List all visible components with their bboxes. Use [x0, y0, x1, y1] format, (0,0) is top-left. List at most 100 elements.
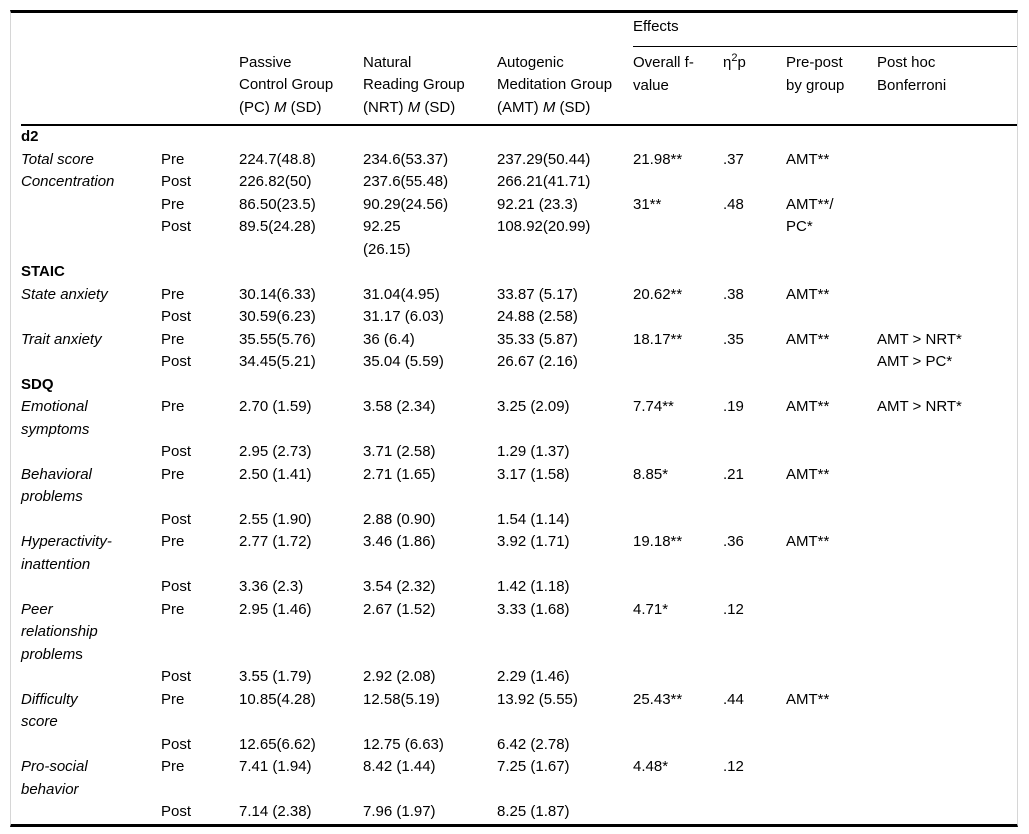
table-row: State anxiety Pre 30.14(6.33) 31.04(4.95) 33…: [21, 284, 1017, 307]
table-row: Post 7.14 (2.38) 7.96 (1.97) 8.25 (1.87): [21, 801, 1017, 824]
measure-label-cell: Difficulty score: [21, 689, 161, 734]
table-row: Post 3.36 (2.3) 3.54 (2.32) 1.42 (1.18): [21, 576, 1017, 599]
table-row: Post 2.95 (2.73) 3.71 (2.58) 1.29 (1.37): [21, 441, 1017, 464]
table-row: Trait anxiety Pre 35.55(5.76) 36 (6.4) 35.33…: [21, 329, 1017, 352]
eta-value-cell: [723, 734, 786, 757]
period-cell: Post: [161, 735, 192, 753]
measure-label-cell: Peer relationship problems: [21, 599, 161, 667]
amt-value-cell: 3.33 (1.68): [497, 600, 570, 618]
period-cell: Pre: [161, 330, 185, 348]
pc-value-cell: 2.50 (1.41): [239, 465, 312, 483]
eta-symbol: η: [723, 54, 732, 71]
nrt-header-abbr: (NRT): [363, 98, 404, 116]
amt-col-header: Autogenic Meditation Group (AMT) M (SD): [497, 46, 633, 126]
eta-value-cell: [723, 801, 786, 824]
period-cell: Post: [161, 173, 192, 190]
pc-value-cell: 7.41 (1.94): [239, 758, 312, 775]
fvalue-cell: [633, 216, 723, 261]
measure-label-cell: [21, 441, 161, 464]
amt-header-line2: Meditation Group: [497, 76, 613, 93]
fvalue-cell: 20.62**: [633, 285, 683, 303]
eta-value-cell: .21: [723, 465, 744, 483]
posthoc-value-cell: [877, 599, 1017, 667]
fvalue-cell: 18.17**: [633, 330, 683, 348]
measure-label: Behavioral problems: [21, 465, 92, 506]
prepost-value-cell: [786, 441, 877, 464]
prepost-value-cell: [786, 599, 877, 667]
amt-value-cell: 3.17 (1.58): [497, 465, 570, 483]
pc-value-cell: 86.50(23.5): [239, 195, 316, 213]
nrt-value-cell: 237.6(55.48): [363, 173, 449, 190]
eta-value-cell: .48: [723, 195, 744, 213]
pc-value-cell: 3.55 (1.79): [239, 668, 312, 685]
amt-value-cell: 13.92 (5.55): [497, 690, 578, 708]
measure-label-cell: Hyperactivity- inattention: [21, 531, 161, 576]
posthoc-value-cell: AMT > NRT*: [877, 398, 962, 415]
period-cell: Pre: [161, 758, 185, 775]
pc-col-header: Passive Control Group (PC) M (SD): [239, 46, 363, 126]
amt-header-line1: Autogenic: [497, 53, 564, 71]
eta-value-cell: .37: [723, 150, 744, 168]
effects-header: Effects: [633, 13, 1018, 47]
fvalue-cell: [633, 801, 723, 824]
measure-label-suffix: s: [75, 645, 83, 663]
fvalue-cell: [633, 509, 723, 532]
period-cell: Pre: [161, 465, 185, 483]
measure-label-cell: Behavioral problems: [21, 464, 161, 509]
nrt-header-line2: Reading Group: [363, 76, 465, 93]
period-cell: Pre: [161, 398, 185, 415]
prepost-header-label: Pre-post by group: [786, 54, 845, 94]
period-cell: Post: [161, 218, 192, 235]
nrt-value-cell: 3.46 (1.86): [363, 533, 436, 550]
measure-label: Concentration: [21, 173, 115, 190]
amt-value-cell: 24.88 (2.58): [497, 308, 578, 325]
prepost-value-cell: [786, 756, 877, 801]
fvalue-col-header: Overall f- value: [633, 46, 723, 126]
pc-header-abbr: (PC): [239, 98, 270, 116]
pc-header-sd: (SD): [290, 98, 322, 116]
nrt-value-cell: 3.58 (2.34): [363, 398, 436, 415]
measure-label-cell: Pro-social behavior: [21, 756, 161, 801]
prepost-col-header: Pre-post by group: [786, 46, 877, 126]
posthoc-value-cell: [877, 576, 1017, 599]
nrt-value-cell: 90.29(24.56): [363, 195, 449, 213]
measure-label: Difficulty score: [21, 690, 78, 731]
fvalue-cell: [633, 576, 723, 599]
eta-value-cell: .19: [723, 398, 744, 415]
period-cell: Pre: [161, 150, 185, 168]
prepost-value-cell: [786, 666, 877, 689]
period-cell: Pre: [161, 600, 185, 618]
fvalue-cell: 4.71*: [633, 600, 669, 618]
pc-value-cell: 2.95 (1.46): [239, 600, 312, 618]
fvalue-cell: [633, 351, 723, 374]
posthoc-value-cell: [877, 509, 1017, 532]
pc-value-cell: 35.55(5.76): [239, 330, 316, 348]
nrt-value-cell: 12.58(5.19): [363, 690, 440, 708]
fvalue-cell: 19.18**: [633, 533, 683, 550]
pc-value-cell: 2.55 (1.90): [239, 510, 312, 528]
nrt-header-line1: Natural: [363, 53, 412, 71]
posthoc-value-cell: [877, 306, 1017, 329]
table-body: d2 Total score Pre 224.7(48.8) 234.6(53.37) 2…: [21, 125, 1017, 824]
table-row: Concentration Post 226.82(50) 237.6(55.48) 2…: [21, 171, 1017, 194]
fvalue-cell: 8.85*: [633, 465, 669, 483]
period-cell: Post: [161, 803, 192, 820]
nrt-value-cell: 3.71 (2.58): [363, 443, 436, 460]
table-row: Pre 86.50(23.5) 90.29(24.56) 92.21 (23.3) 31…: [21, 194, 1017, 217]
measure-label-cell: Trait anxiety: [21, 329, 161, 352]
measure-label-cell: [21, 194, 161, 217]
nrt-value-cell: 36 (6.4): [363, 330, 415, 348]
nrt-value-cell: 2.67 (1.52): [363, 600, 436, 618]
pc-value-cell: 2.95 (2.73): [239, 443, 312, 460]
posthoc-header-label: Post hoc Bonferroni: [877, 54, 947, 94]
prepost-value-cell: [786, 351, 877, 374]
nrt-header-sd: (SD): [424, 98, 456, 116]
fvalue-cell: 7.74**: [633, 398, 674, 415]
period-cell: Post: [161, 308, 192, 325]
posthoc-value-cell: [877, 756, 1017, 801]
prepost-value-cell: AMT**: [786, 533, 830, 550]
eta-p: p: [737, 54, 746, 71]
measure-label: State anxiety: [21, 285, 108, 303]
eta-value-cell: [723, 576, 786, 599]
